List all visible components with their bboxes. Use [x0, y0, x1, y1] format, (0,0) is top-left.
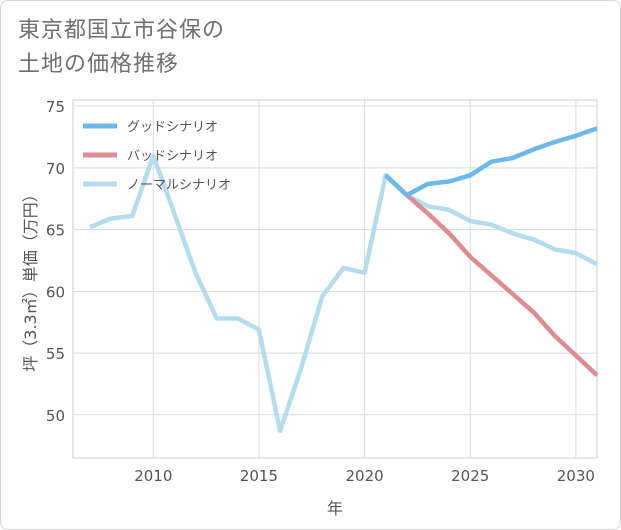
series-line-0	[384, 126, 598, 198]
y-tick-label: 65	[46, 222, 65, 240]
chart-title: 東京都国立市谷保の 土地の価格推移	[18, 14, 225, 82]
series-lines	[89, 126, 599, 434]
x-tick-label: 2010	[134, 467, 172, 485]
series-line-1	[384, 173, 599, 377]
x-tick-label: 2025	[451, 467, 489, 485]
y-tick-label: 60	[46, 283, 65, 301]
x-tick-label: 2015	[240, 467, 278, 485]
y-axis-title: 坪（3.3㎡）単価（万円）	[21, 186, 40, 371]
x-axis-title: 年	[327, 499, 343, 518]
x-tick-label: 2030	[557, 467, 595, 485]
legend-label: グッドシナリオ	[127, 120, 218, 135]
chart-title-line-2: 土地の価格推移	[18, 52, 180, 77]
tick-labels: 50 55 60 65 70 75 2010 2015 2020 2025 2030	[46, 98, 595, 485]
y-tick-label: 50	[46, 407, 65, 425]
y-tick-label: 70	[46, 160, 65, 178]
x-tick-label: 2020	[345, 467, 383, 485]
series-line-2	[89, 153, 599, 434]
legend-label: ノーマルシナリオ	[127, 178, 231, 193]
chart-title-line-1: 東京都国立市谷保の	[18, 18, 226, 43]
y-tick-label: 75	[46, 98, 65, 116]
legend-label: バッドシナリオ	[127, 149, 218, 164]
y-tick-label: 55	[46, 345, 65, 363]
